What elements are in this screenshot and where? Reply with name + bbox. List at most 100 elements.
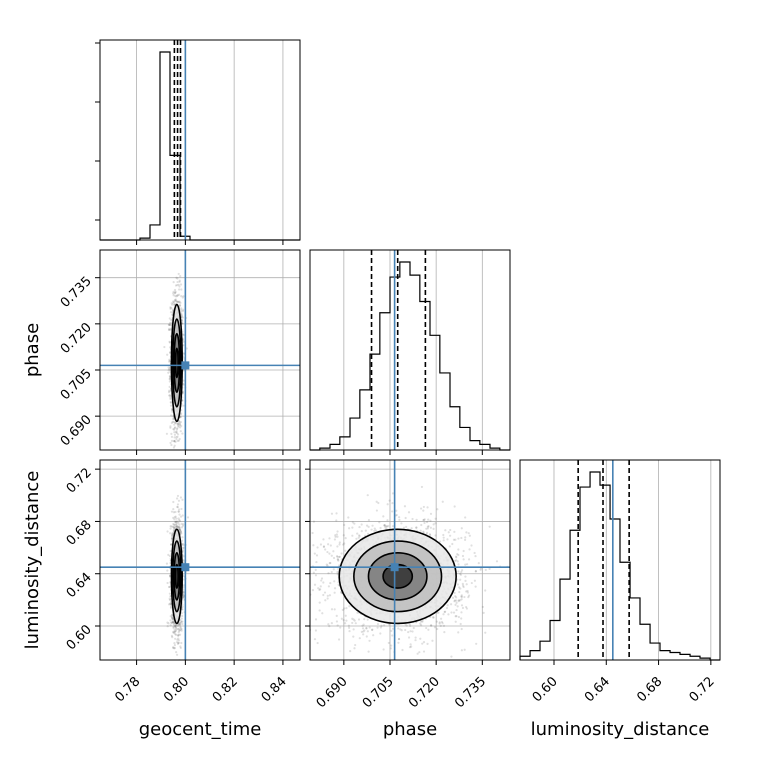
- joint-phase-vs-luminosity_distance-sample: [334, 534, 337, 537]
- joint-phase-vs-luminosity_distance-sample: [377, 501, 380, 505]
- joint-phase-vs-luminosity_distance-sample: [336, 545, 339, 548]
- joint-geocent_time-vs-luminosity_distance-sample: [168, 575, 172, 578]
- joint-phase-vs-luminosity_distance-sample: [333, 538, 337, 541]
- joint-phase-vs-luminosity_distance-sample: [426, 525, 429, 528]
- joint-geocent_time-vs-luminosity_distance-sample: [177, 637, 180, 640]
- joint-phase-vs-luminosity_distance-sample: [465, 531, 468, 534]
- marginal-geocent_time: [95, 39, 301, 245]
- joint-geocent_time-vs-phase-sample: [170, 407, 173, 411]
- joint-geocent_time-vs-luminosity_distance-sample: [177, 627, 180, 631]
- marginal-geocent_time-frame: [99, 39, 301, 241]
- joint-geocent_time-vs-phase-sample: [178, 421, 181, 425]
- joint-geocent_time-vs-luminosity_distance-sample: [179, 645, 182, 648]
- joint-geocent_time-vs-luminosity_distance-sample: [177, 499, 181, 502]
- joint-geocent_time-vs-phase-sample: [174, 290, 177, 293]
- joint-phase-vs-luminosity_distance-sample: [454, 595, 457, 598]
- joint-geocent_time-vs-phase-sample: [170, 439, 174, 443]
- joint-geocent_time-vs-luminosity_distance-sample: [182, 555, 185, 558]
- joint-geocent_time-vs-phase-sample: [172, 428, 175, 431]
- joint-geocent_time-vs-phase-sample: [171, 308, 175, 311]
- joint-geocent_time-vs-phase-sample: [171, 409, 174, 412]
- joint-phase-vs-luminosity_distance-sample: [422, 519, 425, 522]
- joint-phase-vs-luminosity_distance-sample: [367, 650, 370, 653]
- joint-geocent_time-vs-luminosity_distance-sample: [166, 625, 169, 628]
- joint-geocent_time-vs-phase-sample: [176, 424, 180, 427]
- joint-phase-vs-luminosity_distance-sample: [404, 516, 407, 520]
- joint-geocent_time-vs-luminosity_distance-sample: [173, 630, 177, 633]
- marginal-luminosity_distance-xtick-label-3: 0.72: [687, 674, 718, 705]
- joint-geocent_time-vs-luminosity_distance-sample: [181, 622, 184, 626]
- joint-phase-vs-luminosity_distance-sample: [347, 624, 351, 627]
- joint-geocent_time-vs-luminosity_distance-sample: [179, 496, 183, 499]
- joint-phase-vs-luminosity_distance-sample: [484, 568, 487, 572]
- joint-phase-vs-luminosity_distance-sample: [442, 539, 445, 542]
- joint-geocent_time-vs-phase-sample: [173, 426, 176, 430]
- joint-geocent_time-vs-luminosity_distance-sample: [181, 539, 184, 542]
- joint-geocent_time-vs-luminosity_distance-sample: [174, 629, 178, 632]
- joint-geocent_time-vs-luminosity_distance-sample: [173, 646, 176, 650]
- joint-geocent_time-vs-luminosity_distance-sample: [172, 620, 175, 624]
- joint-phase-vs-luminosity_distance-sample: [403, 505, 407, 508]
- joint-phase-vs-luminosity_distance-sample: [400, 629, 403, 632]
- joint-geocent_time-vs-luminosity_distance-sample: [179, 628, 182, 631]
- joint-geocent_time-vs-phase-sample: [168, 375, 171, 378]
- joint-geocent_time-vs-luminosity_distance-ytick-label-1: 0.64: [64, 570, 95, 601]
- joint-geocent_time-vs-luminosity_distance-sample: [179, 530, 182, 533]
- joint-phase-vs-luminosity_distance-sample: [464, 563, 467, 566]
- joint-phase-vs-luminosity_distance-sample: [456, 560, 459, 563]
- joint-geocent_time-vs-luminosity_distance-sample: [169, 525, 172, 528]
- joint-geocent_time-vs-phase-sample: [177, 420, 181, 423]
- joint-geocent_time-vs-phase-sample: [176, 300, 179, 303]
- joint-geocent_time-vs-phase-sample: [176, 284, 179, 287]
- joint-geocent_time-vs-phase-sample: [168, 394, 171, 397]
- joint-phase-vs-luminosity_distance-sample: [403, 668, 405, 670]
- joint-phase-vs-luminosity_distance-sample: [390, 629, 393, 632]
- joint-phase-vs-luminosity_distance-sample: [306, 606, 308, 608]
- joint-phase-vs-luminosity_distance-sample: [366, 630, 369, 633]
- joint-phase-vs-luminosity_distance-sample: [372, 634, 375, 637]
- joint-phase-vs-luminosity_distance-sample: [457, 600, 460, 603]
- joint-phase-vs-luminosity_distance-sample: [322, 545, 326, 549]
- joint-geocent_time-vs-luminosity_distance-sample: [174, 626, 177, 629]
- joint-geocent_time-vs-phase-sample: [168, 328, 171, 332]
- joint-phase-vs-luminosity_distance-sample: [426, 506, 429, 509]
- joint-phase-vs-luminosity_distance-sample: [312, 571, 315, 574]
- joint-phase-vs-luminosity_distance-sample: [375, 500, 378, 503]
- joint-geocent_time-vs-luminosity_distance-sample: [170, 536, 174, 540]
- joint-geocent_time-vs-phase-sample: [171, 303, 174, 306]
- joint-geocent_time-vs-luminosity_distance-sample: [177, 510, 180, 513]
- joint-geocent_time-vs-phase-sample: [172, 420, 175, 423]
- joint-phase-vs-luminosity_distance-sample: [429, 533, 432, 537]
- joint-phase-vs-luminosity_distance-sample: [460, 604, 464, 607]
- joint-phase-vs-luminosity_distance-sample: [338, 555, 341, 558]
- joint-geocent_time-vs-phase-sample: [170, 306, 173, 310]
- joint-phase-vs-luminosity_distance-sample: [397, 627, 400, 630]
- joint-phase-vs-luminosity_distance-sample: [344, 622, 347, 625]
- joint-geocent_time-vs-luminosity_distance-truth-marker: [181, 563, 190, 572]
- joint-geocent_time-vs-luminosity_distance-sample: [180, 507, 183, 511]
- joint-phase-vs-luminosity_distance-sample: [344, 549, 347, 552]
- joint-phase-vs-luminosity_distance-sample: [344, 614, 347, 617]
- joint-geocent_time-vs-phase-sample: [170, 435, 174, 438]
- joint-phase-vs-luminosity_distance-sample: [345, 607, 348, 610]
- joint-geocent_time-vs-phase-sample: [174, 298, 177, 301]
- joint-geocent_time-vs-phase-sample: [180, 312, 183, 315]
- joint-phase-vs-luminosity_distance-sample: [335, 519, 338, 522]
- joint-geocent_time-vs-phase-sample: [168, 385, 171, 388]
- joint-geocent_time-vs-luminosity_distance-sample: [175, 525, 179, 528]
- joint-phase-vs-luminosity_distance-sample: [335, 555, 339, 558]
- joint-phase-vs-luminosity_distance-sample: [401, 648, 404, 652]
- joint-phase-vs-luminosity_distance-sample: [457, 599, 461, 602]
- joint-geocent_time-vs-phase-sample: [169, 425, 172, 428]
- joint-geocent_time-vs-luminosity_distance-sample: [177, 639, 181, 642]
- joint-phase-vs-luminosity_distance-sample: [457, 631, 460, 634]
- joint-phase-vs-luminosity_distance-sample: [484, 631, 487, 634]
- joint-phase-vs-luminosity_distance-sample: [407, 511, 411, 514]
- joint-phase-vs-luminosity_distance-sample: [450, 655, 453, 658]
- joint-geocent_time-vs-phase-sample: [179, 283, 183, 286]
- joint-phase-vs-luminosity_distance-sample: [312, 544, 315, 547]
- joint-phase-vs-luminosity_distance-sample: [327, 623, 330, 626]
- joint-geocent_time-vs-luminosity_distance-sample: [179, 530, 182, 533]
- joint-geocent_time-vs-luminosity_distance-xtick-label-1: 0.80: [161, 674, 192, 705]
- joint-geocent_time-vs-phase-sample: [167, 360, 171, 363]
